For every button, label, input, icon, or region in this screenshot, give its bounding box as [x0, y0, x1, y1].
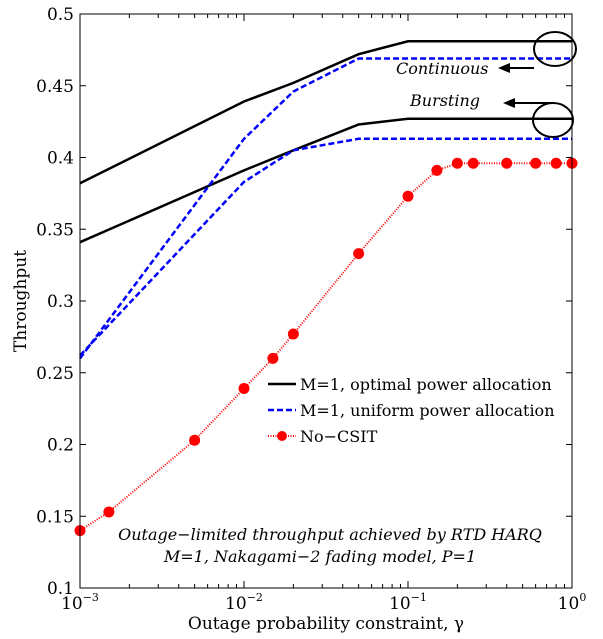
optimal-power-series-bursting-line	[79, 117, 572, 244]
x-tick-label-base: 10	[61, 594, 83, 614]
no-csit-marker	[431, 164, 443, 176]
no-csit-marker	[189, 434, 201, 446]
x-tick-label: 10−3	[61, 591, 99, 614]
x-tick-label-base: 10	[558, 594, 580, 614]
legend-label-uniform: M=1, uniform power allocation	[300, 401, 555, 420]
no-csit-marker	[451, 157, 463, 169]
y-tick-label: 0.15	[36, 507, 74, 527]
x-tick-label-exponent: −3	[83, 591, 99, 604]
continuous-label: Continuous	[396, 59, 488, 78]
x-axis-title: Outage probability constraint, γ	[188, 614, 464, 634]
y-tick-label: 0.45	[36, 77, 74, 97]
series-layer	[74, 40, 578, 537]
x-tick-label-base: 10	[225, 594, 247, 614]
no-csit-marker	[530, 157, 542, 169]
x-tick-label: 100	[558, 591, 587, 614]
no-csit-marker	[353, 248, 365, 260]
legend-marker-nocsit	[277, 431, 287, 441]
caption-line-1: Outage−limited throughput achieved by RT…	[118, 525, 542, 544]
legend-label-nocsit: No−CSIT	[300, 427, 378, 446]
continuous-arrow-head	[498, 63, 510, 73]
plot-area-frame	[79, 13, 573, 589]
legend-label-optimal: M=1, optimal power allocation	[300, 375, 552, 394]
no-csit-marker	[550, 157, 562, 169]
no-csit-marker	[501, 157, 513, 169]
no-csit-marker	[402, 190, 414, 202]
x-tick-label-exponent: −2	[247, 591, 263, 604]
no-csit-marker	[267, 352, 279, 364]
x-tick-label-exponent: −1	[411, 591, 427, 604]
optimal-power-series-continuous-line	[79, 40, 572, 185]
no-csit-series-line	[79, 162, 572, 532]
y-tick-label: 0.25	[36, 364, 74, 384]
x-tick-label-base: 10	[389, 594, 411, 614]
bursting-arrow-head	[503, 98, 515, 108]
bursting-label: Bursting	[409, 91, 480, 110]
y-tick-label: 0.5	[47, 5, 74, 25]
y-axis-title: Throughput	[11, 250, 31, 352]
x-tick-label-exponent: 0	[579, 591, 586, 604]
caption-line-2: M=1, Nakagami−2 fading model, P=1	[163, 547, 476, 566]
y-tick-label: 0.2	[47, 436, 74, 456]
no-csit-marker	[467, 157, 479, 169]
y-tick-label: 0.3	[47, 292, 74, 312]
uniform-power-series-continuous-line	[78, 57, 572, 360]
no-csit-marker	[103, 506, 115, 518]
legend: M=1, optimal power allocation M=1, unifo…	[268, 375, 555, 446]
annotation-layer: Continuous Bursting Outage−limited throu…	[118, 31, 577, 566]
no-csit-marker	[238, 383, 250, 395]
y-tick-label: 0.1	[47, 579, 74, 599]
axis-ticks: 0.10.150.20.250.30.350.40.450.510−3 10−2 1…	[36, 5, 586, 614]
y-tick-label: 0.35	[36, 220, 74, 240]
x-tick-label: 10−1	[389, 591, 427, 614]
y-tick-label: 0.4	[47, 149, 74, 169]
no-csit-marker	[287, 328, 299, 340]
x-tick-label: 10−2	[225, 591, 263, 614]
continuous-circle	[533, 31, 577, 67]
uniform-power-series-bursting-line	[79, 137, 572, 357]
